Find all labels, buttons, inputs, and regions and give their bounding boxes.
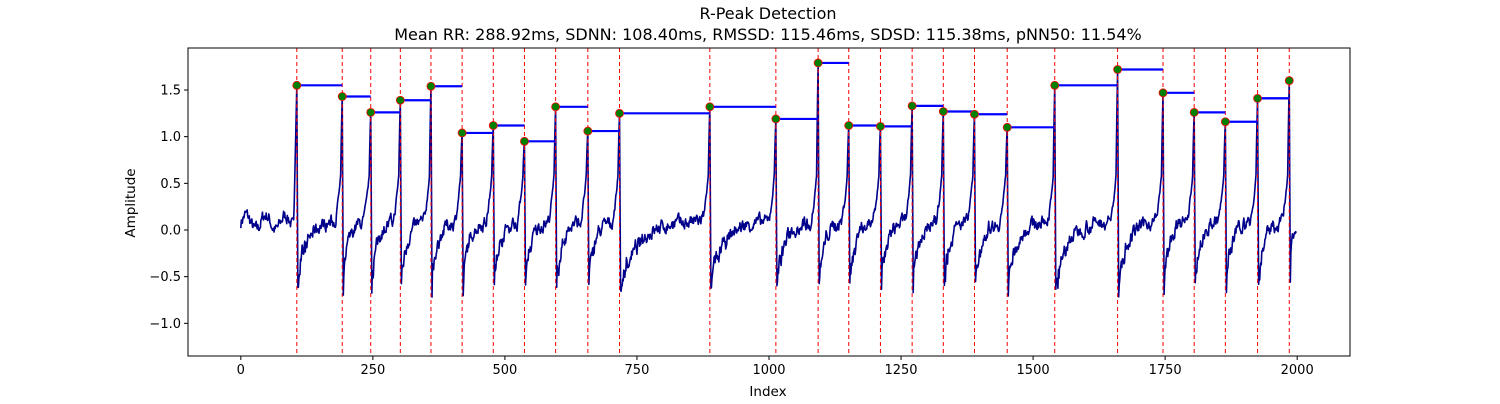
peak-marker xyxy=(844,121,854,130)
x-tick-label: 2000 xyxy=(1281,363,1314,378)
peak-marker xyxy=(813,58,823,68)
peak-marker xyxy=(395,95,405,105)
x-tick-label: 250 xyxy=(360,363,385,378)
y-tick-label: −1.0 xyxy=(149,317,181,332)
chart-title: R-Peak Detection xyxy=(699,4,836,23)
peak-marker xyxy=(1002,122,1012,132)
x-axis-label: Index xyxy=(749,384,786,400)
ecg-signal-line xyxy=(240,62,1297,298)
peak-marker xyxy=(520,136,529,146)
peak-marker xyxy=(426,81,436,91)
peak-marker xyxy=(876,122,885,131)
plot-area xyxy=(240,48,1297,356)
peak-marker xyxy=(1253,94,1262,103)
peak-marker xyxy=(1220,117,1230,127)
y-axis-label: Amplitude xyxy=(123,168,139,237)
y-tick-label: 0.5 xyxy=(160,177,181,192)
peak-marker xyxy=(366,108,376,117)
y-tick-label: 1.5 xyxy=(160,84,181,99)
plot-frame xyxy=(187,47,1351,357)
x-tick-label: 1250 xyxy=(884,363,917,378)
y-tick-label: −0.5 xyxy=(149,270,181,285)
chart-subtitle: Mean RR: 288.92ms, SDNN: 108.40ms, RMSSD… xyxy=(394,25,1142,44)
x-tick-label: 750 xyxy=(625,363,650,378)
peak-marker xyxy=(292,80,302,90)
peak-marker xyxy=(488,121,498,130)
y-tick-label: 0.0 xyxy=(160,224,181,239)
peak-marker xyxy=(705,102,715,112)
peak-marker xyxy=(1113,65,1122,74)
x-tick-label: 1000 xyxy=(752,363,785,378)
peak-marker xyxy=(337,92,347,101)
peak-marker xyxy=(771,114,781,124)
peak-marker xyxy=(938,107,948,116)
x-tick-label: 1500 xyxy=(1017,363,1050,378)
peak-marker xyxy=(615,108,624,118)
peak-marker xyxy=(970,109,979,119)
peak-marker xyxy=(1158,88,1168,98)
x-tick-label: 500 xyxy=(492,363,517,378)
x-tick-label: 0 xyxy=(237,363,245,378)
y-tick-label: 1.0 xyxy=(160,130,181,145)
peak-marker xyxy=(551,102,561,112)
peak-marker xyxy=(583,126,593,136)
peak-marker xyxy=(1284,76,1294,86)
axes: 0 250 500 750 1000 1250 1500 1750 2000 −1.0 −0.5 0.… xyxy=(149,47,1351,378)
peak-marker xyxy=(457,128,467,138)
peak-marker xyxy=(1050,80,1060,90)
x-tick-label: 1750 xyxy=(1149,363,1182,378)
peak-marker xyxy=(1189,108,1199,117)
peak-marker xyxy=(907,101,917,111)
